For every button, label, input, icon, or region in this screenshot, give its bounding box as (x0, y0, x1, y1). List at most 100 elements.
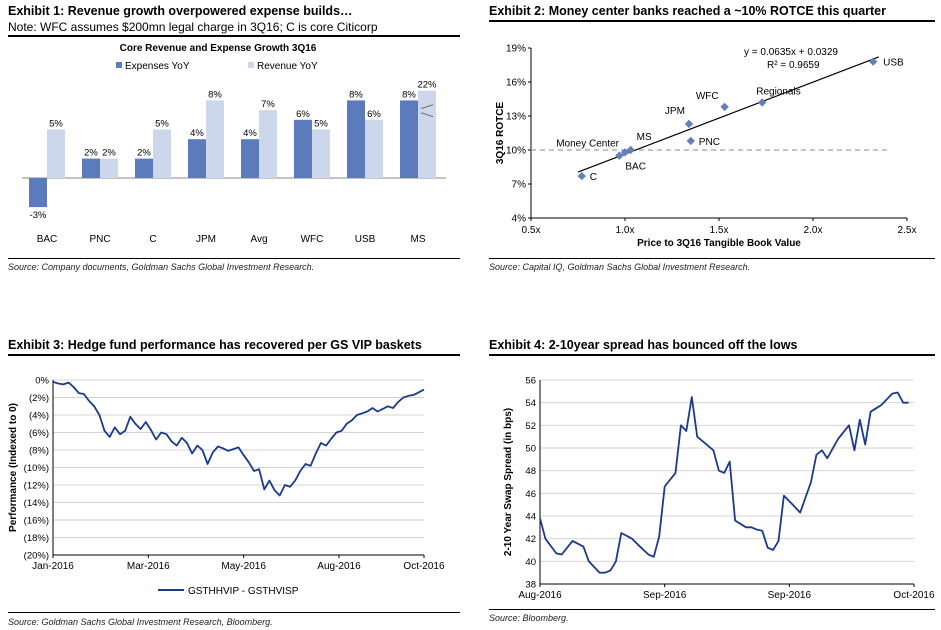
y-tick-label: 16% (506, 78, 526, 89)
category-label-bac: BAC (37, 234, 58, 245)
bar-revenue-usb (365, 119, 383, 178)
exhibit-4-rule (489, 354, 935, 356)
y-tick-label: 40 (525, 557, 536, 568)
data-label-expenses-bac: -3% (30, 210, 47, 221)
y-axis-title: Performance (Indexed to 0) (8, 403, 19, 532)
bar-revenue-wfc (312, 129, 330, 178)
y-tick-label: 46 (525, 489, 536, 500)
x-axis-title: Price to 3Q16 Tangible Book Value (637, 238, 801, 249)
point-wfc (720, 102, 729, 112)
bar-revenue-bac (47, 129, 65, 178)
bar-revenue-jpm (206, 100, 224, 178)
exhibit-1-title: Exhibit 1: Revenue growth overpowered ex… (8, 4, 353, 18)
x-tick-label: Oct-2016 (893, 590, 935, 601)
legend-swatch-expenses (116, 62, 122, 68)
point-money-center (620, 148, 630, 157)
y-tick-label: (4%) (29, 411, 49, 422)
exhibit-1-rule (8, 35, 460, 37)
data-label-revenue-jpm: 8% (208, 89, 222, 100)
y-tick-label: 44 (525, 512, 536, 523)
x-tick-label: Jan-2016 (32, 561, 74, 572)
y-tick-label: 13% (506, 112, 526, 123)
data-label-expenses-avg: 4% (243, 128, 257, 139)
category-label-pnc: PNC (89, 234, 110, 245)
exhibit-3-source: Source: Goldman Sachs Global Investment … (8, 617, 273, 627)
exhibit-2-rule (489, 20, 935, 22)
bar-expenses-avg (241, 139, 259, 178)
y-tick-label: (20%) (24, 551, 49, 562)
axis-break-mark (420, 104, 434, 118)
point-label-bac: BAC (625, 162, 646, 173)
exhibit-2-source: Source: Capital IQ, Goldman Sachs Global… (489, 262, 751, 272)
point-jpm (684, 119, 694, 129)
point-label-pnc: PNC (699, 137, 720, 148)
y-axis-title: 3Q16 ROTCE (495, 102, 506, 165)
y-tick-label: 50 (525, 444, 536, 455)
data-label-expenses-c: 2% (137, 148, 151, 159)
x-tick-label: 1.5x (710, 225, 729, 236)
point-label-jpm: JPM (665, 106, 685, 117)
data-label-revenue-c: 5% (155, 119, 169, 130)
y-tick-label: (12%) (24, 481, 49, 492)
category-label-jpm: JPM (196, 234, 216, 245)
x-tick-label: 2.5x (898, 225, 917, 236)
exhibit-1-source: Source: Company documents, Goldman Sachs… (8, 262, 315, 272)
chart-rotce-scatter: 4% 7% 10% 13% 16% 19% 0.5x 1.0x 1.5x 2.0x 2.5x Pric… (495, 44, 917, 250)
x-tick-label: May-2016 (221, 561, 266, 572)
x-tick-label: 2.0x (804, 225, 823, 236)
legend-label-expenses: Expenses YoY (125, 61, 190, 72)
x-tick-label: Aug-2016 (317, 561, 361, 572)
data-label-revenue-wfc: 5% (314, 119, 328, 130)
point-label-ms: MS (637, 132, 652, 143)
data-label-revenue-ms: 22% (417, 80, 437, 91)
point-pnc (686, 136, 695, 146)
series-line-0 (52, 380, 425, 497)
y-tick-label: 0% (35, 376, 49, 387)
x-tick-label: 0.5x (522, 225, 541, 236)
y-tick-label: (16%) (24, 516, 49, 527)
x-tick-label: Sep-2016 (768, 590, 812, 601)
exhibit-1-bottom-rule (8, 258, 460, 259)
exhibit-4-bottom-rule (489, 609, 935, 610)
point-label-regionals: Regionals (756, 86, 800, 97)
category-label-c: C (149, 234, 156, 245)
legend-label-revenue: Revenue YoY (257, 61, 318, 72)
category-label-avg: Avg (250, 234, 267, 245)
y-tick-label: (6%) (29, 428, 49, 439)
y-tick-label: 52 (525, 421, 536, 432)
data-label-revenue-avg: 7% (261, 99, 275, 110)
bar-expenses-ms (400, 100, 418, 178)
data-label-expenses-ms: 8% (402, 89, 416, 100)
y-tick-label: 19% (506, 44, 526, 55)
bar-expenses-c (135, 158, 153, 178)
category-label-ms: MS (411, 234, 426, 245)
category-label-usb: USB (355, 234, 376, 245)
y-tick-label: 38 (525, 580, 536, 591)
data-label-expenses-jpm: 4% (190, 128, 204, 139)
y-tick-label: 4% (512, 214, 527, 225)
data-label-revenue-usb: 6% (367, 109, 381, 120)
point-label-c: C (590, 172, 597, 183)
point-regionals (758, 98, 767, 107)
bar-revenue-pnc (100, 158, 118, 178)
series-line-0 (539, 391, 909, 574)
category-label-wfc: WFC (301, 234, 324, 245)
exhibit-3-title: Exhibit 3: Hedge fund performance has re… (8, 338, 422, 352)
y-tick-label: (18%) (24, 533, 49, 544)
bar-expenses-usb (347, 100, 365, 178)
bar-expenses-bac (29, 178, 47, 208)
y-tick-label: 42 (525, 534, 536, 545)
legend-label: GSTHHVIP - GSTHVISP (188, 586, 299, 597)
data-label-expenses-wfc: 6% (296, 109, 310, 120)
point-label-wfc: WFC (696, 91, 719, 102)
bar-expenses-wfc (294, 119, 312, 178)
bar-expenses-jpm (188, 139, 206, 178)
chart-swap-spread: 38 40 42 44 46 48 50 52 54 56 Aug-2016 Sep-2016 Sep-… (503, 376, 935, 602)
exhibit-4-source: Source: Bloomberg. (489, 613, 569, 623)
bar-expenses-pnc (82, 158, 100, 178)
exhibit-2-bottom-rule (489, 258, 935, 259)
point-c (577, 171, 586, 181)
exhibit-4-title: Exhibit 4: 2-10year spread has bounced o… (489, 338, 798, 352)
data-label-revenue-pnc: 2% (102, 148, 116, 159)
chart-title: Core Revenue and Expense Growth 3Q16 (120, 43, 317, 54)
